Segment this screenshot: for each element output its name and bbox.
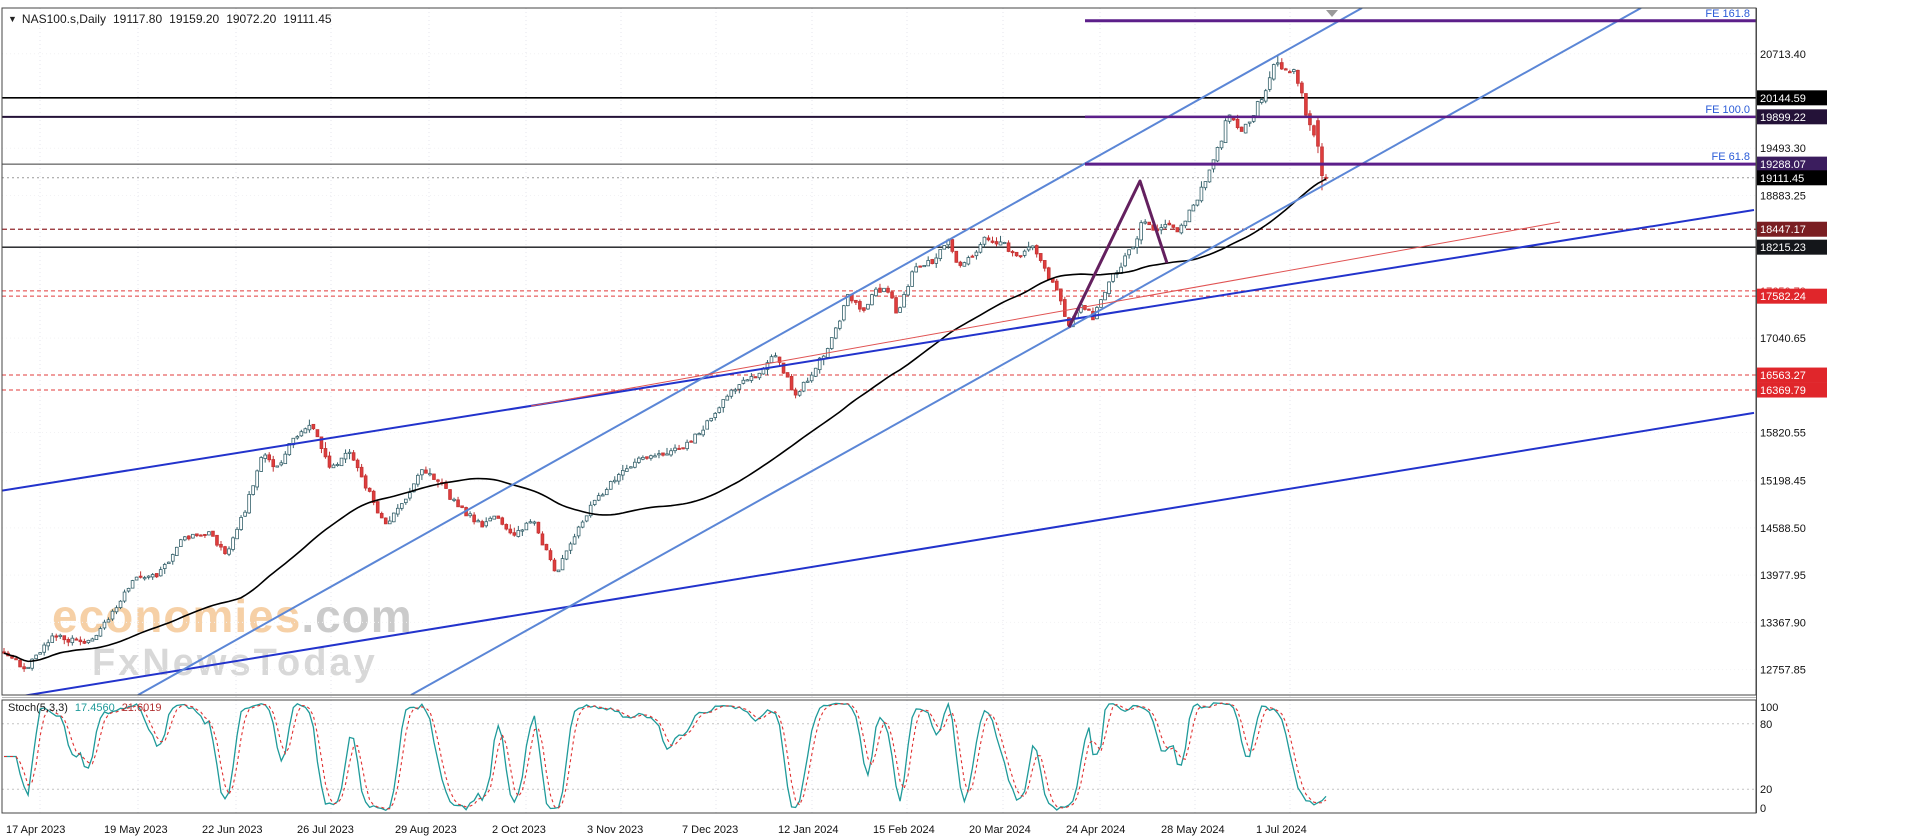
date-label: 19 May 2023 — [104, 824, 168, 836]
minor-trend-red — [530, 221, 1561, 407]
date-label: 28 May 2024 — [1161, 824, 1225, 836]
price-badge-label: 17582.24 — [1760, 291, 1806, 303]
date-label: 20 Mar 2024 — [969, 824, 1031, 836]
price-badge-label: 16369.79 — [1760, 385, 1806, 397]
price-badge-label: 20144.59 — [1760, 93, 1806, 105]
ohlc-close: 19111.45 — [283, 12, 332, 26]
steep-channel-lower — [410, 8, 1642, 695]
date-label: 22 Jun 2023 — [202, 824, 263, 836]
date-label: 26 Jul 2023 — [297, 824, 354, 836]
stoch-axis-label: 80 — [1760, 719, 1772, 731]
elliott-wave-zigzag[interactable] — [1067, 179, 1169, 328]
watermark-brand: economies.com — [52, 590, 413, 642]
date-label: 12 Jan 2024 — [778, 824, 839, 836]
price-tick-label: 14588.50 — [1760, 523, 1806, 535]
price-badge — [1757, 221, 1827, 237]
date-label: 15 Feb 2024 — [873, 824, 935, 836]
stoch-d-line — [4, 702, 1327, 810]
ohlc-open: 19117.80 — [112, 12, 163, 26]
price-badge — [1757, 382, 1827, 398]
stoch-name: Stoch(5,3,3) — [8, 702, 68, 714]
price-badge-label: 16563.27 — [1760, 370, 1806, 382]
date-label: 29 Aug 2023 — [395, 824, 457, 836]
price-badge — [1757, 367, 1827, 383]
stoch-axis-label: 20 — [1760, 784, 1772, 796]
price-badge — [1757, 156, 1827, 172]
price-tick-label: 17040.65 — [1760, 333, 1806, 345]
ohlc-high: 19159.20 — [169, 12, 220, 26]
symbol-timeframe-label: NAS100.s,Daily — [21, 12, 106, 26]
price-badge-label: 19111.45 — [1760, 173, 1804, 185]
chart-shift-marker-icon[interactable] — [1326, 10, 1338, 17]
price-badge-label: 18447.17 — [1760, 224, 1806, 236]
price-tick-label: 13367.90 — [1760, 617, 1806, 629]
price-badge-label: 19899.22 — [1760, 112, 1806, 124]
ohlc-low: 19072.20 — [226, 12, 277, 26]
symbol-marker-icon: ▼ — [8, 14, 17, 24]
price-tick-label: 19493.30 — [1760, 143, 1806, 155]
fibonacci-expansion[interactable]: FE 61.8 FE 100.0 FE 161.8 — [1085, 8, 1756, 166]
price-badge — [1757, 170, 1827, 186]
price-axis[interactable]: 20713.4019493.3018883.2517650.7017040.65… — [1756, 8, 1828, 815]
price-badge-label: 18215.23 — [1760, 242, 1806, 254]
stoch-k-line — [4, 701, 1327, 812]
date-label: 17 Apr 2023 — [6, 824, 65, 836]
stoch-value-main: 17.4560 — [74, 702, 115, 714]
fe-label: FE 161.8 — [1705, 8, 1750, 20]
stoch-value-signal: 21.6019 — [121, 702, 162, 714]
steep-channel-upper — [137, 8, 1363, 695]
price-tick-label: 15820.55 — [1760, 428, 1806, 440]
date-label: 24 Apr 2024 — [1066, 824, 1125, 836]
fe-label: FE 100.0 — [1705, 104, 1750, 116]
price-tick-label: 13977.95 — [1760, 570, 1806, 582]
trend-lines[interactable] — [0, 8, 1755, 700]
moving-average-line[interactable] — [3, 178, 1327, 663]
main-panel-border — [1, 7, 1757, 696]
price-tick-label: 20713.40 — [1760, 49, 1806, 61]
date-label: 7 Dec 2023 — [682, 824, 738, 836]
stoch-axis-label: 0 — [1760, 803, 1766, 815]
channel-upper-navy — [2, 208, 1755, 492]
price-tick-label: 18883.25 — [1760, 190, 1806, 202]
horizontal-level-lines[interactable] — [2, 97, 1756, 391]
stoch-indicator-label: Stoch(5,3,3) 17.4560 21.6019 — [8, 702, 161, 714]
price-badge — [1757, 109, 1827, 125]
date-label: 2 Oct 2023 — [492, 824, 546, 836]
price-badge — [1757, 288, 1827, 304]
candles-layer — [2, 54, 1328, 672]
stoch-axis-label: 100 — [1760, 702, 1778, 714]
date-label: 1 Jul 2024 — [1256, 824, 1307, 836]
time-axis[interactable]: 17 Apr 2023 19 May 2023 22 Jun 2023 26 Jul … — [6, 824, 1307, 836]
stoch-panel-border — [1, 699, 1757, 814]
date-label: 3 Nov 2023 — [587, 824, 643, 836]
price-tick-label: 12757.85 — [1760, 665, 1806, 677]
stochastic-panel — [4, 701, 1327, 812]
price-badge — [1757, 239, 1827, 255]
gridlines — [2, 8, 1756, 813]
price-badge — [1757, 90, 1827, 106]
channel-lower-navy — [22, 411, 1755, 695]
fe-label: FE 61.8 — [1711, 151, 1750, 163]
price-tick-label: 15198.45 — [1760, 476, 1806, 488]
price-badge-label: 19288.07 — [1760, 159, 1806, 171]
watermark: economies.com FxNewsToday — [52, 592, 413, 684]
chart-title-bar: ▼ NAS100.s,Daily 19117.80 19159.20 19072.20 1… — [8, 12, 332, 26]
